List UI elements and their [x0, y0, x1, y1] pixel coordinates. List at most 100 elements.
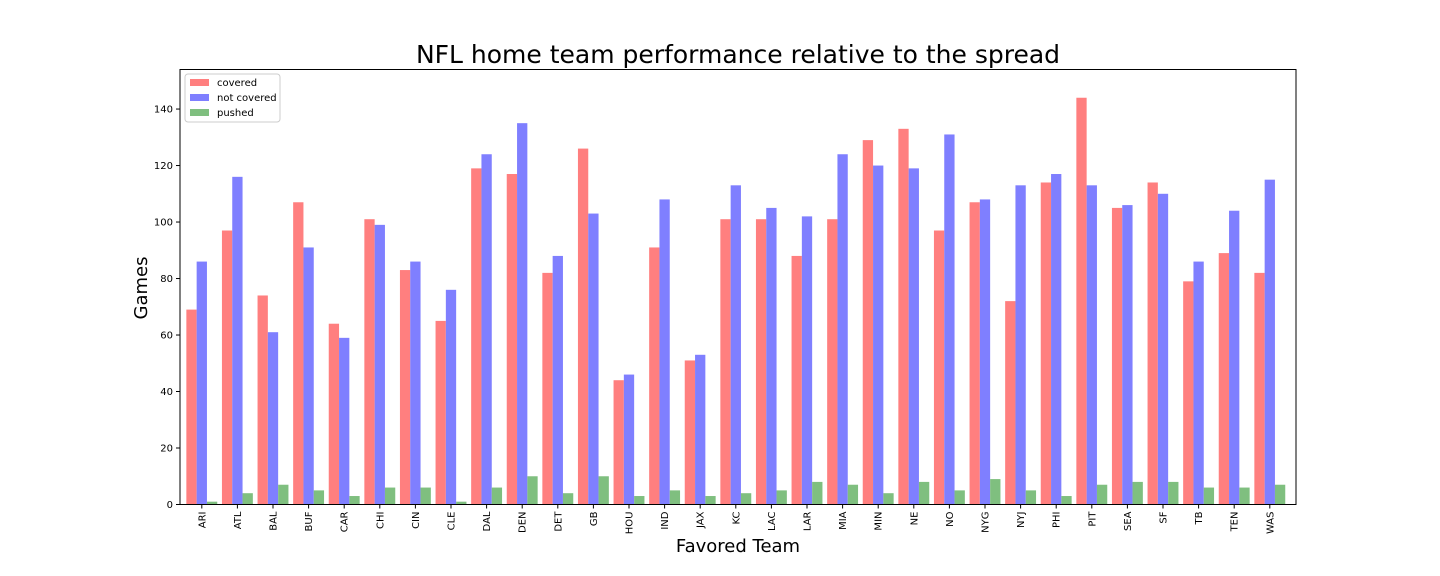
bar-pushed-JAX: [705, 496, 716, 505]
bar-covered-MIA: [827, 219, 838, 505]
bar-pushed-SEA: [1132, 481, 1143, 505]
legend: covered not covered pushed: [184, 73, 281, 123]
bar-covered-WAS: [1254, 272, 1265, 505]
x-tick-label: PIT: [1087, 511, 1098, 527]
bar-not-covered-TB: [1193, 261, 1204, 505]
x-tick-label: BUF: [304, 511, 315, 531]
bar-covered-PHI: [1040, 182, 1052, 505]
x-tick-label: HOU: [625, 512, 636, 535]
bar-not-covered-PIT: [1086, 185, 1097, 505]
x-tick-label: MIN: [874, 512, 885, 531]
bar-covered-ARI: [186, 309, 197, 505]
bar-covered-SF: [1147, 182, 1158, 505]
y-tick-label: 0: [167, 500, 173, 511]
x-tick-label: TB: [1194, 511, 1205, 525]
bar-covered-DAL: [471, 168, 482, 505]
plot-frame: [179, 69, 1297, 505]
x-tick-label: TEN: [1230, 512, 1241, 533]
bar-not-covered-NE: [908, 168, 919, 505]
bar-covered-JAX: [684, 360, 696, 505]
x-tick-label: WAS: [1265, 512, 1276, 535]
bars-group: [186, 97, 1286, 505]
bar-pushed-GB: [598, 476, 609, 505]
x-tick-label: JAX: [696, 511, 707, 529]
x-tick-label: DAL: [482, 511, 493, 531]
bar-covered-TEN: [1218, 253, 1230, 505]
x-tick-label: GB: [589, 511, 600, 526]
bar-pushed-DET: [562, 493, 574, 505]
x-tick-label: CLE: [447, 512, 458, 531]
y-tick-label: 80: [160, 274, 173, 285]
x-tick-label: IND: [660, 511, 671, 529]
bar-pushed-HOU: [634, 496, 645, 505]
bar-not-covered-DET: [552, 255, 563, 505]
x-tick-label: NE: [909, 512, 920, 526]
x-tick-label: ARI: [197, 512, 208, 529]
bar-covered-TB: [1183, 281, 1194, 505]
x-tick-label: DEN: [518, 512, 529, 534]
legend-label-pushed: pushed: [217, 108, 254, 119]
bar-covered-SEA: [1111, 207, 1123, 505]
x-tick-label: BAL: [269, 511, 280, 531]
bar-not-covered-CHI: [374, 224, 385, 505]
x-tick-label: CHI: [375, 512, 386, 529]
bar-pushed-WAS: [1274, 484, 1286, 505]
bar-covered-KC: [720, 219, 731, 505]
bar-not-covered-BUF: [303, 247, 314, 505]
bar-covered-HOU: [613, 380, 624, 505]
legend-swatch-not-covered: [190, 94, 209, 101]
bar-not-covered-GB: [588, 213, 599, 505]
bar-covered-CHI: [364, 219, 375, 505]
bar-not-covered-CIN: [410, 261, 421, 505]
bar-pushed-NYJ: [1025, 490, 1037, 505]
bar-not-covered-WAS: [1264, 179, 1275, 505]
bar-covered-MIN: [862, 140, 874, 505]
bar-covered-NYJ: [1005, 301, 1016, 505]
bar-pushed-ATL: [242, 493, 253, 505]
y-ticks-group: 0 20 40 60 80 100 120 140: [154, 105, 180, 511]
bar-covered-NE: [898, 128, 909, 505]
legend-label-covered: covered: [217, 78, 257, 89]
bar-pushed-LAC: [776, 490, 787, 505]
y-tick-label: 140: [154, 105, 173, 116]
bar-pushed-ARI: [206, 501, 218, 505]
bar-covered-BUF: [293, 202, 304, 505]
y-tick-label: 60: [160, 331, 173, 342]
y-tick-label: 120: [154, 161, 173, 172]
x-tick-label: SF: [1159, 511, 1170, 523]
bar-pushed-LAR: [812, 481, 823, 505]
bar-not-covered-NYJ: [1015, 185, 1026, 505]
bar-covered-CAR: [328, 323, 340, 505]
bar-covered-IND: [649, 247, 660, 505]
bar-pushed-BUF: [313, 490, 325, 505]
x-tick-label: LAR: [803, 511, 814, 531]
bar-pushed-BAL: [278, 484, 289, 505]
x-tick-label: NYJ: [1016, 512, 1027, 529]
bar-covered-LAC: [755, 219, 767, 505]
bar-not-covered-ARI: [196, 261, 207, 505]
bar-pushed-PIT: [1096, 484, 1108, 505]
x-tick-label: LAC: [767, 511, 778, 530]
x-tick-label: SEA: [1123, 511, 1134, 531]
bar-pushed-MIA: [847, 484, 859, 505]
x-tick-label: MIA: [838, 511, 849, 530]
bar-covered-PIT: [1076, 97, 1087, 505]
x-tick-label: PHI: [1052, 512, 1063, 529]
bar-pushed-IND: [669, 490, 681, 505]
bar-covered-NYG: [969, 202, 980, 505]
bar-not-covered-BAL: [267, 332, 279, 505]
bar-pushed-NE: [918, 481, 930, 505]
bar-pushed-NYG: [990, 479, 1001, 505]
x-axis-label: Favored Team: [676, 536, 800, 557]
bar-covered-DEN: [506, 174, 518, 505]
y-tick-label: 40: [160, 387, 173, 398]
x-tick-label: ATL: [233, 511, 244, 529]
bar-covered-CIN: [399, 270, 411, 505]
bar-covered-DET: [542, 272, 553, 505]
bar-pushed-TEN: [1239, 487, 1250, 505]
bar-pushed-SF: [1168, 481, 1179, 505]
bar-not-covered-PHI: [1051, 174, 1062, 505]
bar-pushed-CIN: [420, 487, 431, 505]
bar-not-covered-MIA: [837, 154, 848, 505]
